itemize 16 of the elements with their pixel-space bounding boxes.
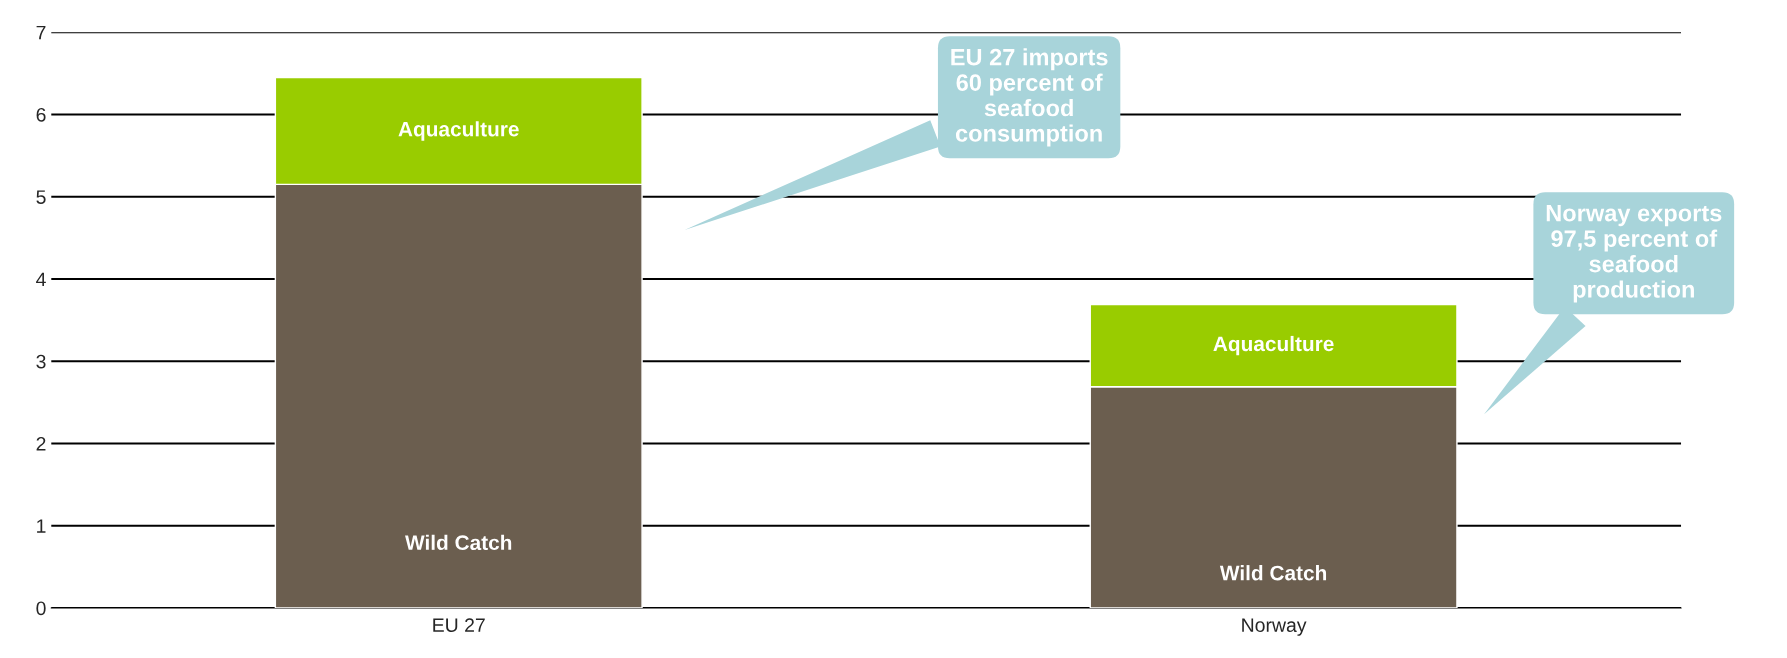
series-label: Wild Catch xyxy=(1219,565,1327,581)
x-tick-label: EU 27 xyxy=(433,618,485,632)
y-tick-label: 0 xyxy=(36,601,46,616)
x-tick-label: Norway xyxy=(1242,618,1307,636)
text: Aquaculture xyxy=(398,121,519,141)
annotation: Norway exports 97,5 percent of seafood production xyxy=(1546,205,1722,303)
y-tick-label: 1 xyxy=(37,519,46,533)
series-label: Aquaculture xyxy=(1213,335,1334,356)
text: Wild Catch xyxy=(405,534,512,551)
annotation: EU 27 imports 60 percent of seafood consumption xyxy=(951,48,1108,147)
y-tick-label: 2 xyxy=(36,436,46,451)
y-tick-label: 7 xyxy=(36,25,46,40)
y-tick-label: 4 xyxy=(36,272,46,287)
y-tick-label: 6 xyxy=(36,107,46,122)
y-tick-label: 3 xyxy=(36,354,46,369)
y-tick-label: 5 xyxy=(36,190,46,204)
